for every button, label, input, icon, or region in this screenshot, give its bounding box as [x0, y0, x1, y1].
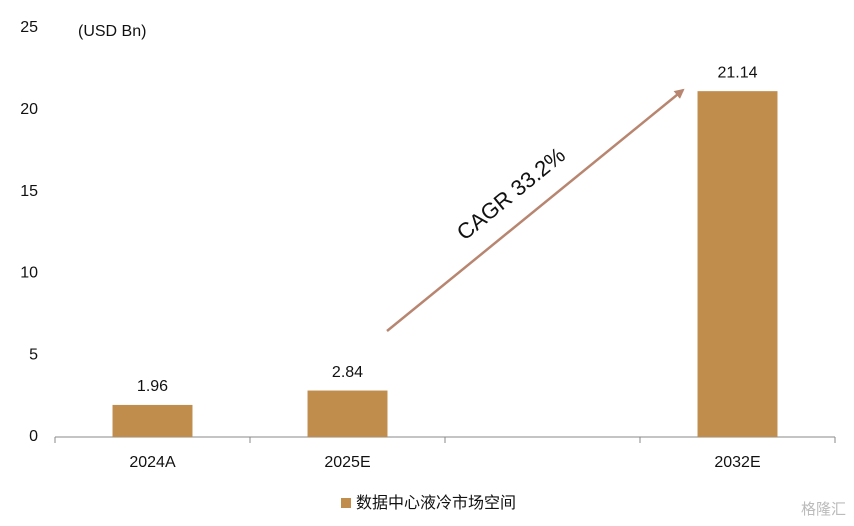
y-tick-label: 5 [29, 346, 38, 363]
y-tick-label: 25 [20, 19, 38, 36]
y-tick-label: 20 [20, 101, 38, 118]
x-tick-label: 2032E [714, 454, 760, 471]
x-tick-label: 2025E [324, 454, 370, 471]
bar [697, 91, 778, 437]
y-tick-label: 10 [20, 265, 38, 282]
bar [307, 390, 388, 437]
legend-swatch [341, 498, 351, 508]
bar [112, 404, 193, 437]
legend-label: 数据中心液冷市场空间 [356, 494, 516, 512]
value-label: 21.14 [717, 64, 757, 81]
unit-label: (USD Bn) [78, 23, 146, 40]
value-label: 2.84 [332, 364, 363, 381]
x-tick-label: 2024A [129, 454, 176, 471]
y-tick-label: 15 [20, 183, 38, 200]
cagr-arrow [386, 88, 685, 332]
watermark: 格隆汇 [801, 501, 846, 518]
y-tick-label: 0 [29, 428, 38, 445]
value-label: 1.96 [137, 378, 168, 395]
